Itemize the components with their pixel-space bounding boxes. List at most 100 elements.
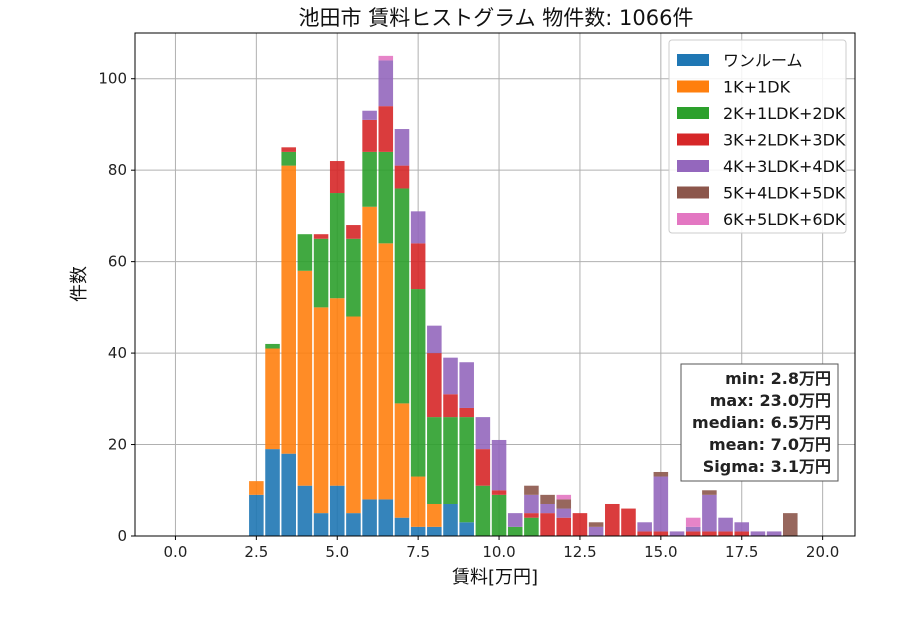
bar-segment — [281, 453, 296, 536]
bar-segment — [750, 531, 766, 536]
legend-swatch — [677, 80, 709, 93]
bar-segment — [297, 270, 313, 486]
bar-segment — [653, 471, 669, 477]
bar-segment — [410, 211, 426, 244]
bar-segment — [378, 499, 394, 536]
bar-segment — [491, 490, 507, 495]
bar-segment — [329, 161, 345, 194]
stats-line: max: 23.0万円 — [710, 391, 831, 410]
bar-segment — [524, 513, 539, 518]
legend-label: 4K+3LDK+4DK — [723, 157, 846, 176]
x-axis-ticks: 0.0 2.5 5.0 7.5 10.0 12.5 15.0 17.5 20.0 — [164, 536, 839, 561]
legend-swatch — [677, 186, 709, 199]
bar-segment — [572, 513, 588, 536]
bar-segment — [329, 298, 345, 486]
y-tick-label: 0 — [117, 527, 127, 545]
bar-segment — [621, 508, 636, 536]
bar-segment — [443, 394, 458, 418]
chart-title: 池田市 賃料ヒストグラム 物件数: 1066件 — [299, 6, 694, 30]
bar-segment — [491, 439, 507, 491]
bar-segment — [313, 234, 329, 239]
bar-segment — [475, 449, 491, 486]
legend-label: 6K+5LDK+6DK — [723, 210, 846, 229]
bar-segment — [394, 403, 410, 518]
bar-segment — [329, 485, 345, 536]
stats-box-frame — [680, 363, 839, 482]
legend-swatch — [677, 213, 709, 225]
legend-label: 5K+4LDK+5DK — [723, 184, 846, 203]
x-tick-label: 5.0 — [325, 543, 349, 561]
bar-segment — [588, 522, 604, 527]
x-tick-label: 7.5 — [406, 543, 430, 561]
bar-segment — [669, 531, 685, 536]
bar-segment — [346, 238, 361, 317]
bar-segment — [524, 494, 539, 514]
bar-segment — [702, 531, 717, 536]
bar-segment — [540, 513, 555, 536]
x-tick-label: 17.5 — [725, 543, 758, 561]
y-tick-label: 80 — [108, 161, 127, 179]
legend-swatch — [677, 160, 709, 172]
bar-segment — [427, 325, 442, 354]
bar-segment — [766, 531, 782, 536]
stats-line: mean: 7.0万円 — [709, 435, 831, 454]
x-tick-label: 10.0 — [482, 543, 515, 561]
bar-segment — [378, 243, 394, 500]
bar-segment — [702, 494, 717, 532]
bar-segment — [718, 531, 733, 536]
bar-segment — [346, 225, 361, 239]
bar-segment — [394, 129, 410, 166]
legend-label: ワンルーム — [723, 51, 803, 70]
y-tick-label: 60 — [108, 253, 127, 271]
bar-segment — [524, 517, 539, 536]
bar-segment — [556, 517, 572, 536]
bar-segment — [394, 188, 410, 404]
bar-segment — [329, 193, 345, 299]
bar-segment — [588, 526, 604, 536]
bar-segment — [394, 517, 410, 536]
bar-segment — [702, 490, 717, 495]
bar-segment — [734, 531, 750, 536]
bar-segment — [410, 243, 426, 290]
bar-segment — [410, 289, 426, 477]
bar-segment — [507, 526, 523, 536]
bar-segment — [475, 485, 491, 536]
bar-segment — [362, 206, 377, 500]
bar-segment — [297, 485, 313, 536]
stats-line: median: 6.5万円 — [692, 413, 831, 432]
legend-label: 1K+1DK — [723, 78, 791, 97]
bar-segment — [734, 522, 750, 532]
bar-segment — [313, 238, 329, 308]
bar-segment — [459, 522, 474, 536]
legend-box — [668, 39, 847, 234]
bar-segment — [265, 449, 280, 536]
bar-segment — [427, 417, 442, 504]
x-tick-label: 20.0 — [806, 543, 839, 561]
bar-segment — [459, 407, 474, 418]
bar-segment — [685, 531, 701, 536]
stats-box: min: 2.8万円 max: 23.0万円 median: 6.5万円 mean: … — [680, 363, 839, 482]
bar-segment — [491, 494, 507, 536]
bar-segment — [540, 503, 555, 514]
bar-segment — [249, 481, 264, 495]
bar-segment — [265, 343, 280, 349]
plot-frame — [134, 32, 856, 537]
bar-segment — [475, 417, 491, 450]
stats-line: Sigma: 3.1万円 — [703, 457, 831, 476]
bar-segment — [637, 522, 652, 532]
legend-label: 2K+1LDK+2DK — [723, 104, 846, 123]
bar-segment — [313, 307, 329, 514]
legend-swatch — [677, 54, 709, 66]
bar-segment — [459, 417, 474, 523]
bar-segment — [362, 110, 377, 120]
bar-segment — [281, 165, 296, 454]
bar-segment — [410, 476, 426, 527]
bar-segment — [427, 353, 442, 418]
bar-segment — [443, 357, 458, 395]
bar-segment — [507, 513, 523, 527]
bar-segment — [653, 476, 669, 532]
x-tick-label: 0.0 — [164, 543, 188, 561]
bar-segment — [281, 151, 296, 166]
bar-stack — [249, 55, 798, 536]
